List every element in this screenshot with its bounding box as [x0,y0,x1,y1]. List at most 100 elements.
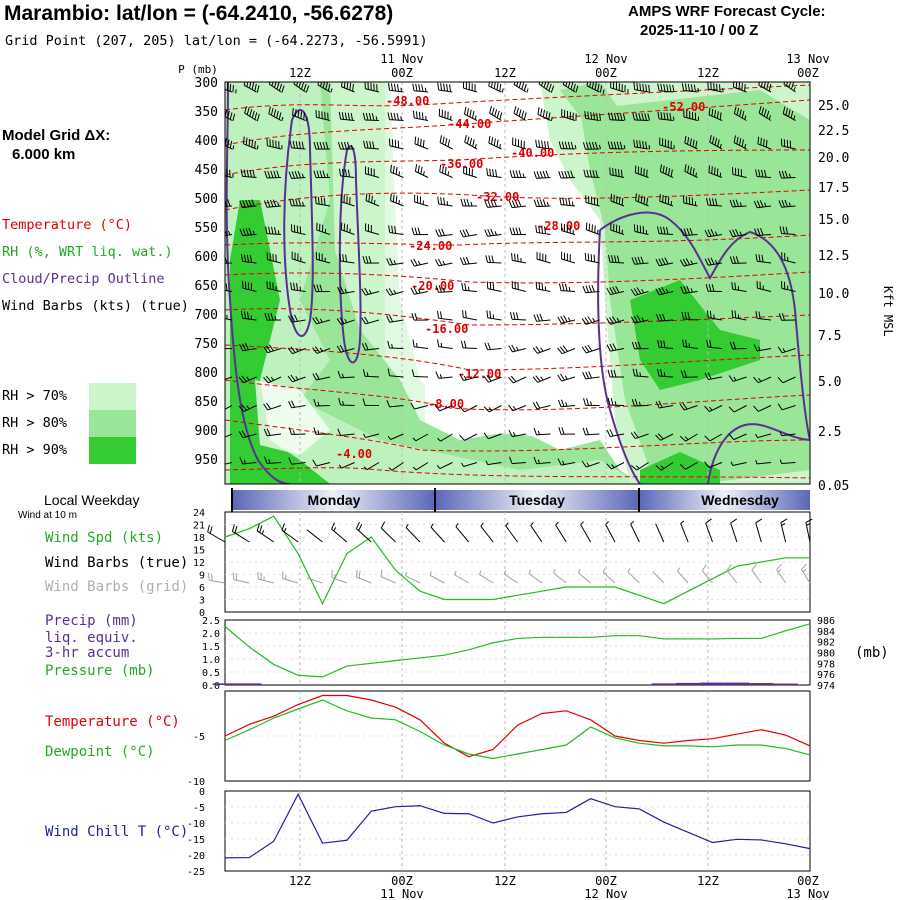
cs-wind-barb-flag [254,83,257,92]
cs-wind-barb-flag [387,83,391,91]
cs-wind-barb-flag [570,141,574,150]
cs-wind-barb-flag [489,310,492,319]
cs-wind-barb-flag [439,311,443,319]
cs-wind-barb-flag [302,201,304,207]
cs-wind-barb-flag [581,460,587,468]
cs-wind-barb-flag [227,110,230,119]
top-date-label: 11 Nov [380,52,423,66]
cs-wind-barb [439,171,453,178]
wind-barb-grid [701,570,713,584]
cs-wind-barb-flag [570,82,574,90]
wind-barb-grid-flag [380,569,383,577]
cs-wind-barb-flag [273,226,277,235]
cs-wind-barb-flag [362,369,366,377]
cs-wind-barb-flag [337,286,342,294]
cs-wind-barb-flag [639,140,642,148]
cs-wind-barb-flag [361,317,366,325]
cs-wind-barb-flag [588,371,593,379]
cs-wind-barb-flag [341,168,345,177]
cs-wind-barb-flag [533,171,538,179]
cs-wind-barb-flag [320,82,323,87]
cs-wind-barb-flag [744,115,747,120]
cs-wind-barb-flag [564,170,568,179]
wind-barb-true-flag [209,526,213,534]
cs-wind-barb [781,232,796,235]
cs-wind-barb-flag [535,225,538,233]
cs-wind-barb-flag [633,139,636,147]
cs-wind-barb-flag [366,372,369,377]
cs-wind-barb-flag [781,199,786,208]
cs-wind-barb-flag [435,229,440,237]
cs-wind-barb [463,172,478,178]
cs-wind-barb-flag [388,225,391,233]
cs-wind-barb-flag [465,256,470,265]
top-tick-label: 00Z [391,66,413,80]
wind-barb-true-flag [259,525,263,533]
cs-wind-barb-flag [716,168,719,176]
cs-wind-barb-flag [614,401,617,406]
cs-wind-barb-flag [229,140,233,149]
cs-wind-barb [585,376,600,380]
cs-wind-barb [536,405,551,410]
cs-wind-barb-flag [396,112,399,121]
wind-barb-grid-flag [479,570,482,575]
cs-wind-barb-flag [288,457,293,465]
cs-wind-barb-flag [515,312,519,320]
cs-wind-barb-flag [292,430,295,435]
wind-barb-true-flag [530,522,534,526]
cs-wind-barb-flag [523,112,527,120]
cs-wind-barb-flag [733,135,737,143]
cs-wind-barb-flag [240,254,244,262]
wind-barb-true [331,528,348,543]
cs-wind-barb-flag [371,195,373,203]
cs-wind-barb-flag [732,256,736,264]
cs-wind-barb-flag [410,259,415,267]
wind-barb-true [805,522,811,543]
cs-wind-barb [389,319,404,323]
cs-wind-barb-flag [591,141,595,150]
cs-wind-barb-flag [516,107,519,115]
pressure-tick: 950 [195,453,218,468]
cs-wind-barb [365,147,380,150]
pressure-tick: 450 [195,163,218,178]
wind-barb-true [555,524,567,543]
wind-barb-true-flag [455,523,459,527]
cs-wind-barb-flag [680,370,684,378]
cs-wind-barb-flag [466,198,470,207]
cs-wind-barb-flag [714,231,718,236]
cs-wind-barb-flag [488,82,490,87]
cs-wind-barb-flag [221,311,222,318]
height-axis: 25.0 22.5 20.0 17.5 15.0 12.5 10.0 7.5 5… [818,99,895,494]
cs-wind-barb-flag [631,341,635,350]
cs-wind-barb-flag [670,169,673,177]
cs-wind-barb-flag [642,83,645,92]
cs-wind-barb-flag [535,346,541,353]
cs-wind-barb-flag [420,166,423,175]
cs-wind-barb-flag [591,82,594,89]
cs-wind-barb [487,234,502,237]
cs-wind-barb-flag [387,340,390,349]
cs-wind-barb-flag [565,82,568,87]
cs-wind-barb-flag [246,169,250,177]
cs-wind-barb [732,234,747,238]
rh-gap [255,380,330,455]
cs-wind-barb-flag [707,257,712,265]
cs-wind-barb [635,433,649,440]
cs-wind-barb-flag [778,170,782,179]
cs-wind-barb-flag [490,228,495,236]
cs-wind-barb-flag [239,344,244,352]
cs-wind-barb [390,433,404,440]
cs-wind-barb-flag [735,199,739,207]
cs-wind-barb-flag [585,285,590,293]
cs-wind-barb-flag [300,111,303,119]
isotherm-label: -44.00 [448,117,491,131]
cs-wind-barb-flag [630,464,638,471]
cs-wind-barb-flag [682,339,685,347]
top-date-label: 12 Nov [584,52,627,66]
cs-wind-barb-flag [241,430,247,438]
cs-wind-barb-flag [655,401,660,409]
wind-barb-grid [652,571,665,584]
cs-wind-barb-flag [371,113,375,121]
